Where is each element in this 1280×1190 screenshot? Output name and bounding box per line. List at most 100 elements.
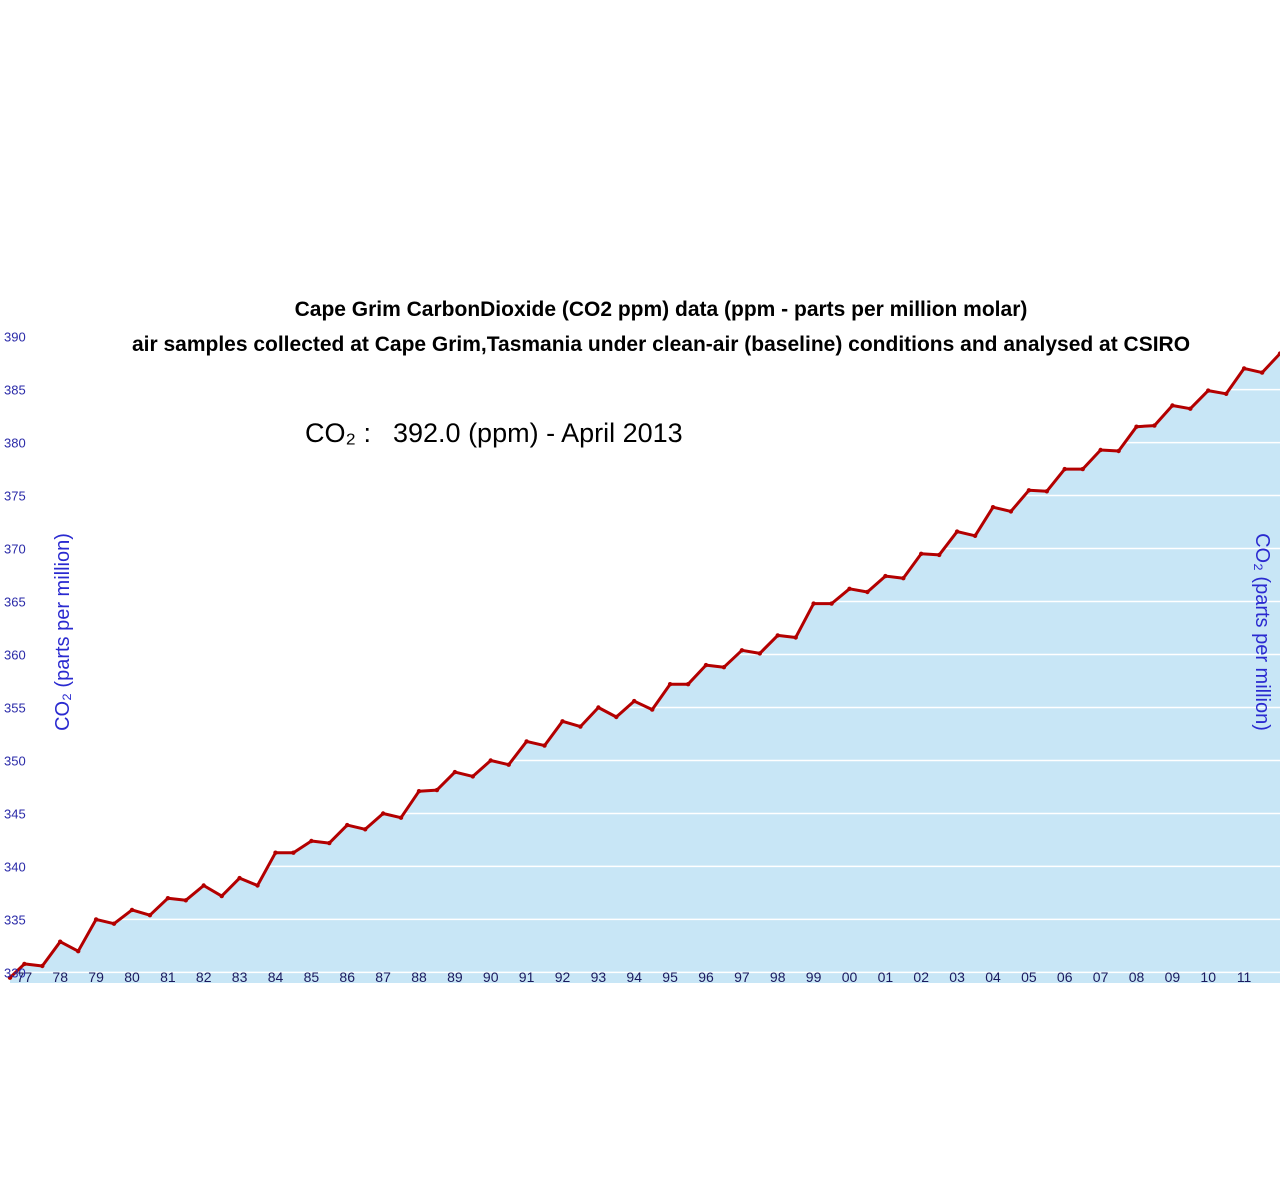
y-tick-335: 335 bbox=[4, 912, 26, 927]
data-point-12 bbox=[219, 893, 224, 899]
x-tick-79: 79 bbox=[88, 969, 104, 985]
data-point-32 bbox=[578, 724, 583, 729]
x-axis-ticks: 77 78 79 80 81 82 83 84 85 86 87 88 89 90 91 92 93 94 95 96… bbox=[17, 969, 1252, 985]
data-point-11 bbox=[201, 883, 206, 888]
data-point-54 bbox=[972, 533, 978, 538]
data-point-44 bbox=[793, 635, 798, 640]
x-tick-03: 03 bbox=[949, 969, 965, 985]
data-point-21 bbox=[380, 811, 386, 816]
data-point-7 bbox=[129, 907, 135, 913]
y-tick-360: 360 bbox=[4, 648, 26, 663]
x-tick-93: 93 bbox=[591, 969, 607, 985]
data-point-51 bbox=[919, 551, 924, 556]
data-point-24 bbox=[434, 787, 440, 793]
data-point-25 bbox=[452, 769, 458, 775]
data-point-35 bbox=[632, 698, 637, 704]
x-tick-88: 88 bbox=[411, 969, 427, 985]
data-point-38 bbox=[685, 682, 691, 687]
y-tick-365: 365 bbox=[4, 595, 26, 610]
x-tick-08: 08 bbox=[1129, 969, 1145, 985]
data-point-40 bbox=[721, 665, 727, 670]
gridlines bbox=[10, 335, 1280, 974]
x-tick-10: 10 bbox=[1200, 969, 1216, 985]
data-point-56 bbox=[1008, 509, 1014, 514]
x-tick-85: 85 bbox=[304, 969, 320, 985]
x-tick-01: 01 bbox=[878, 969, 894, 985]
data-point-6 bbox=[111, 921, 117, 926]
y-axis-ticks: 330 335 340 345 350 355 360 365 370 375 380 385 390 bbox=[4, 330, 26, 981]
x-tick-77: 77 bbox=[17, 969, 33, 985]
annotation-value: 392.0 (ppm) - April 2013 bbox=[393, 418, 683, 448]
data-point-63 bbox=[1134, 424, 1139, 429]
data-point-67 bbox=[1206, 388, 1211, 393]
x-tick-98: 98 bbox=[770, 969, 786, 985]
data-point-30 bbox=[542, 743, 547, 748]
area-fill bbox=[10, 353, 1280, 984]
data-point-45 bbox=[811, 601, 816, 606]
x-tick-78: 78 bbox=[52, 969, 68, 985]
x-tick-91: 91 bbox=[519, 969, 535, 985]
x-tick-81: 81 bbox=[160, 969, 176, 985]
data-point-71 bbox=[1277, 351, 1280, 356]
x-tick-05: 05 bbox=[1021, 969, 1037, 985]
data-point-34 bbox=[614, 714, 619, 720]
data-point-65 bbox=[1170, 403, 1175, 408]
x-tick-11: 11 bbox=[1237, 969, 1252, 985]
data-point-43 bbox=[775, 633, 780, 638]
data-point-60 bbox=[1080, 466, 1085, 472]
y-axis-label-right: CO₂ (parts per million) bbox=[1251, 533, 1273, 731]
data-point-68 bbox=[1224, 391, 1229, 396]
data-point-16 bbox=[291, 850, 296, 855]
data-point-17 bbox=[309, 838, 314, 844]
y-tick-385: 385 bbox=[4, 383, 26, 398]
data-point-53 bbox=[954, 529, 960, 534]
data-point-50 bbox=[901, 576, 906, 581]
annotation-label: CO₂ : bbox=[305, 418, 371, 448]
data-point-58 bbox=[1044, 489, 1050, 494]
data-point-55 bbox=[990, 505, 996, 510]
data-series bbox=[7, 351, 1280, 980]
series-line bbox=[8, 352, 1280, 979]
x-tick-80: 80 bbox=[124, 969, 140, 985]
y-tick-355: 355 bbox=[4, 700, 26, 715]
data-point-39 bbox=[703, 662, 709, 668]
plot-area bbox=[10, 353, 1280, 984]
data-point-1 bbox=[22, 961, 27, 967]
data-point-61 bbox=[1098, 447, 1103, 453]
y-tick-390: 390 bbox=[4, 330, 26, 345]
data-point-62 bbox=[1116, 448, 1121, 454]
y-tick-350: 350 bbox=[4, 753, 26, 768]
data-point-37 bbox=[667, 682, 673, 687]
data-point-23 bbox=[416, 789, 422, 794]
data-point-49 bbox=[883, 573, 888, 579]
x-tick-95: 95 bbox=[662, 969, 678, 985]
data-point-15 bbox=[273, 850, 278, 855]
x-tick-82: 82 bbox=[196, 969, 212, 985]
data-point-47 bbox=[847, 586, 852, 591]
x-tick-94: 94 bbox=[626, 969, 642, 985]
data-point-69 bbox=[1241, 366, 1247, 371]
x-tick-84: 84 bbox=[268, 969, 284, 985]
data-point-42 bbox=[757, 651, 762, 656]
x-tick-00: 00 bbox=[842, 969, 858, 985]
data-point-8 bbox=[147, 913, 153, 918]
y-tick-370: 370 bbox=[4, 542, 26, 557]
data-point-4 bbox=[76, 949, 81, 954]
data-point-48 bbox=[865, 589, 870, 595]
chart-title: Cape Grim CarbonDioxide (CO2 ppm) data (… bbox=[295, 298, 1028, 321]
x-tick-89: 89 bbox=[447, 969, 463, 985]
data-point-20 bbox=[363, 827, 368, 832]
y-tick-345: 345 bbox=[4, 806, 26, 821]
x-tick-06: 06 bbox=[1057, 969, 1073, 985]
data-point-27 bbox=[488, 758, 493, 763]
x-tick-90: 90 bbox=[483, 969, 499, 985]
y-tick-375: 375 bbox=[4, 489, 26, 504]
data-point-33 bbox=[596, 705, 601, 710]
y-tick-330: 330 bbox=[4, 965, 26, 980]
data-point-3 bbox=[58, 939, 63, 944]
x-tick-09: 09 bbox=[1165, 969, 1181, 985]
data-point-31 bbox=[560, 719, 565, 724]
x-tick-87: 87 bbox=[375, 969, 391, 985]
x-tick-83: 83 bbox=[232, 969, 248, 985]
data-point-64 bbox=[1152, 423, 1157, 428]
